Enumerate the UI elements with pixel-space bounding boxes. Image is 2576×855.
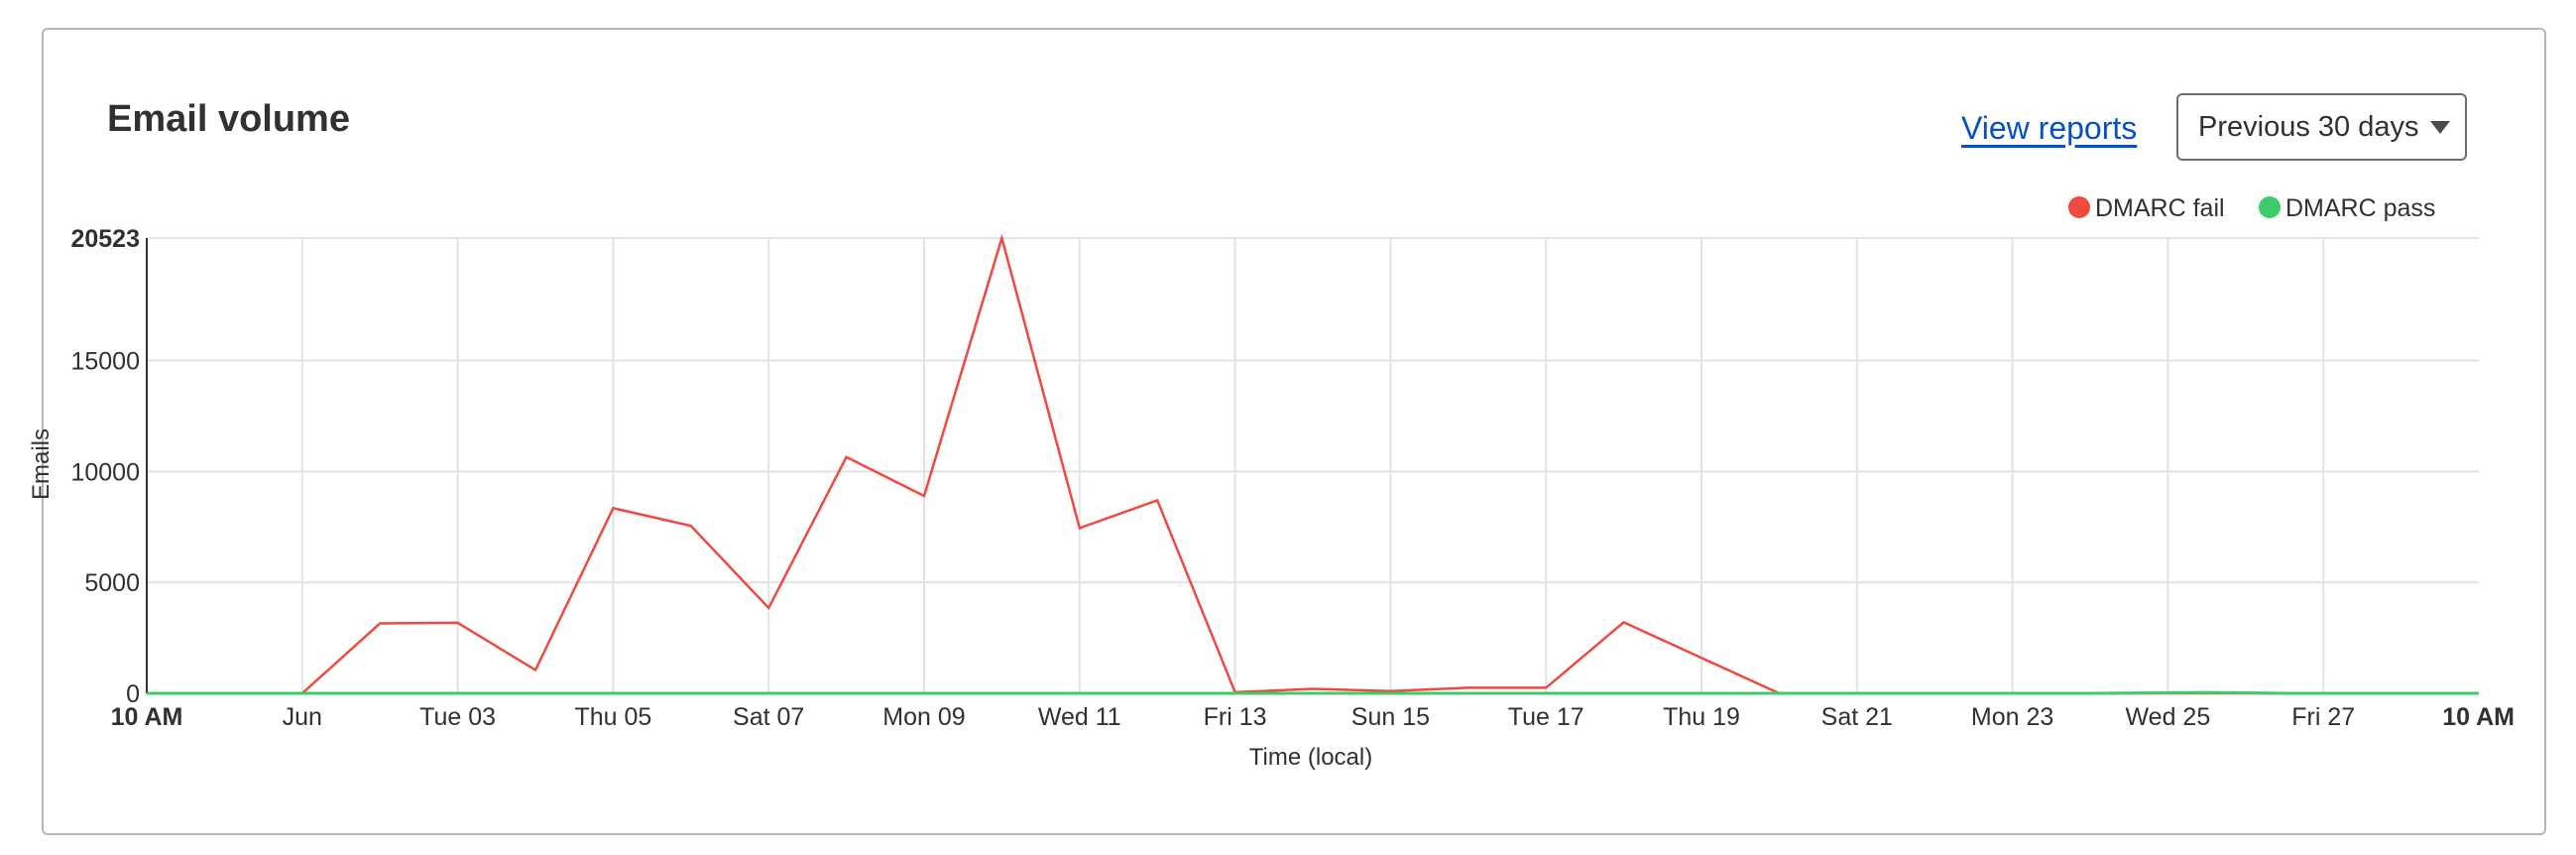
y-tick-label: 20523	[70, 225, 140, 253]
x-tick-label: Fri 27	[2291, 703, 2355, 731]
chart-series	[147, 233, 2479, 695]
y-axis-ticks: 0 5000 10000 15000 20523	[70, 225, 140, 708]
series-line-dmarc-pass[interactable]	[147, 690, 2479, 695]
legend-label-dmarc-fail: DMARC fail	[2095, 194, 2225, 222]
x-axis-ticks: 10 AM Jun Tue 03 Thu 05 Sat 07 Mon 09 Wed 11 Fr…	[111, 703, 2515, 731]
x-tick-label: Jun	[283, 703, 322, 731]
x-tick-label: Tue 03	[419, 703, 496, 731]
legend-label-dmarc-pass: DMARC pass	[2285, 194, 2435, 222]
y-tick-label: 0	[126, 680, 140, 708]
x-tick-label: Tue 17	[1508, 703, 1584, 731]
x-tick-label: Sat 21	[1821, 703, 1893, 731]
x-tick-label: Thu 05	[574, 703, 651, 731]
x-tick-label: Sat 07	[733, 703, 804, 731]
x-tick-label: Thu 19	[1663, 703, 1740, 731]
time-range-selected-value: Previous 30 days	[2198, 110, 2419, 143]
series-line-dmarc-fail[interactable]	[147, 233, 2479, 695]
y-tick-label: 5000	[84, 569, 140, 597]
legend-entry-dmarc-fail[interactable]: DMARC fail	[2068, 194, 2225, 222]
x-tick-label: Wed 25	[2126, 703, 2211, 731]
legend-entry-dmarc-pass[interactable]: DMARC pass	[2259, 194, 2435, 222]
time-range-select[interactable]: Previous 30 days	[2176, 93, 2467, 161]
y-tick-label: 15000	[70, 348, 140, 376]
x-tick-label: 10 AM	[2442, 703, 2515, 731]
x-axis-title: Time (local)	[1249, 744, 1372, 771]
chart-legend: DMARC fail DMARC pass	[2068, 194, 2435, 222]
x-tick-label: Fri 13	[1204, 703, 1267, 731]
email-volume-card	[42, 28, 2546, 835]
chart-title: Email volume	[107, 98, 350, 140]
chevron-down-icon	[2430, 120, 2451, 134]
y-axis-title: Emails	[28, 428, 55, 500]
x-tick-label: Sun 15	[1351, 703, 1430, 731]
y-tick-label: 10000	[70, 458, 140, 486]
x-tick-label: Mon 23	[1971, 703, 2053, 731]
x-tick-label: 10 AM	[111, 703, 183, 731]
chart-gridlines	[147, 237, 2479, 693]
x-tick-label: Wed 11	[1038, 703, 1121, 731]
legend-swatch-dmarc-pass	[2259, 196, 2281, 218]
view-reports-link[interactable]: View reports	[1961, 110, 2138, 146]
x-tick-label: Mon 09	[882, 703, 965, 731]
legend-swatch-dmarc-fail	[2068, 196, 2090, 218]
